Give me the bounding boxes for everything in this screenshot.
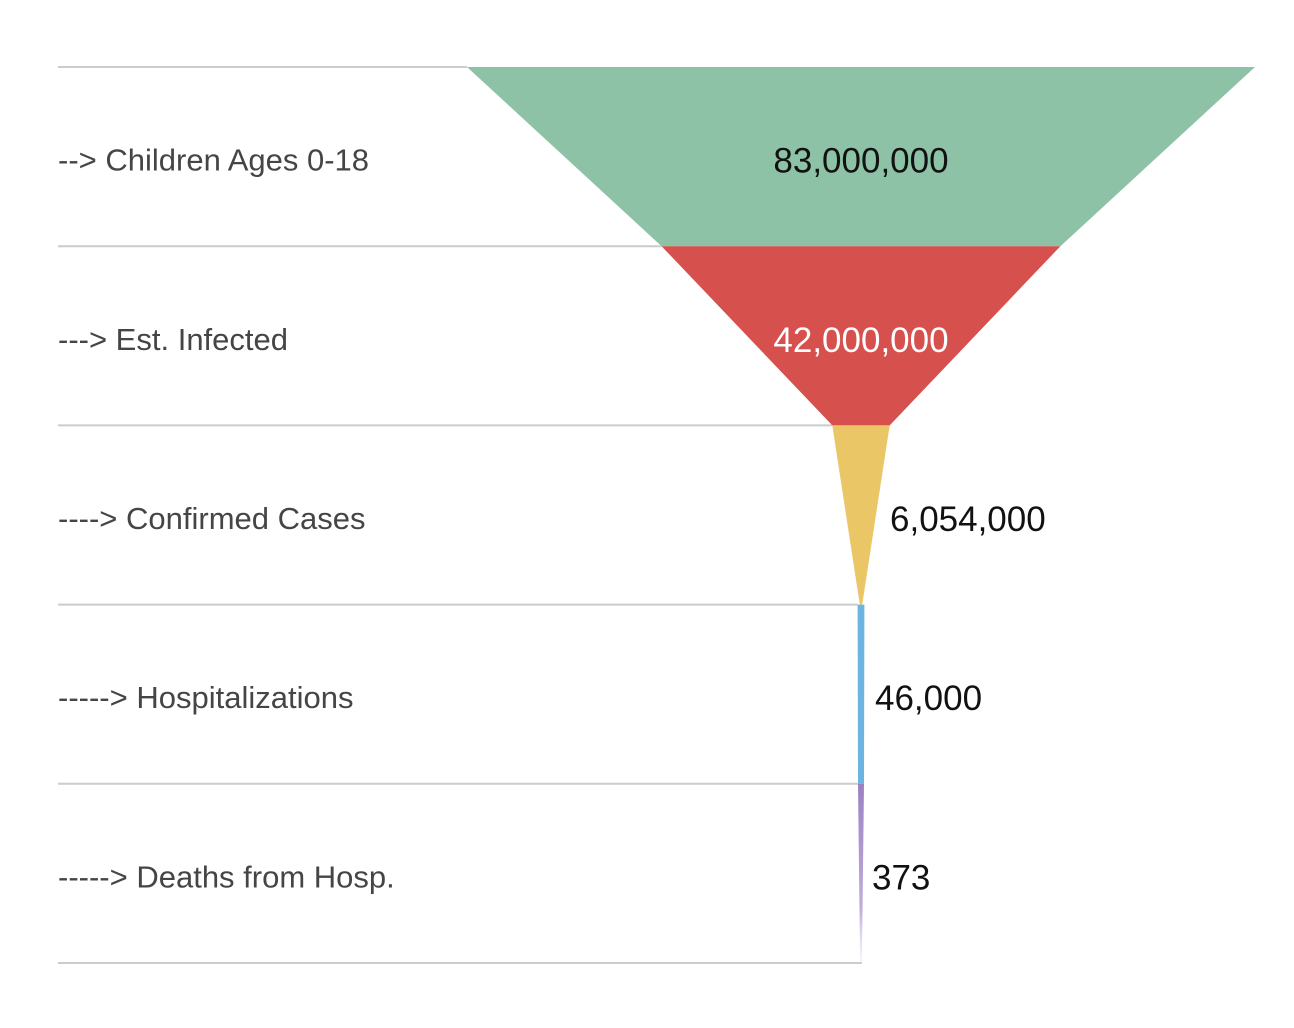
funnel-stage-value: 373	[872, 858, 930, 897]
funnel-stage-label: ----> Confirmed Cases	[58, 501, 366, 536]
funnel-stage-label: --> Children Ages 0-18	[58, 143, 369, 178]
funnel-segment-5[interactable]	[858, 783, 864, 963]
funnel-stage-label: -----> Hospitalizations	[58, 680, 353, 715]
funnel-stage-value: 6,054,000	[890, 500, 1046, 539]
funnel-segment-3[interactable]	[832, 425, 890, 605]
funnel-stage-value: 83,000,000	[773, 142, 948, 181]
funnel-segment-2[interactable]	[661, 246, 1061, 426]
funnel-stage-value: 46,000	[875, 679, 982, 718]
funnel-segment-1[interactable]	[467, 67, 1255, 247]
funnel-segment-4[interactable]	[857, 604, 865, 784]
funnel-stage-label: -----> Deaths from Hosp.	[58, 859, 395, 894]
funnel-stage-value: 42,000,000	[773, 321, 948, 360]
funnel-stage-label: ---> Est. Infected	[58, 322, 288, 357]
